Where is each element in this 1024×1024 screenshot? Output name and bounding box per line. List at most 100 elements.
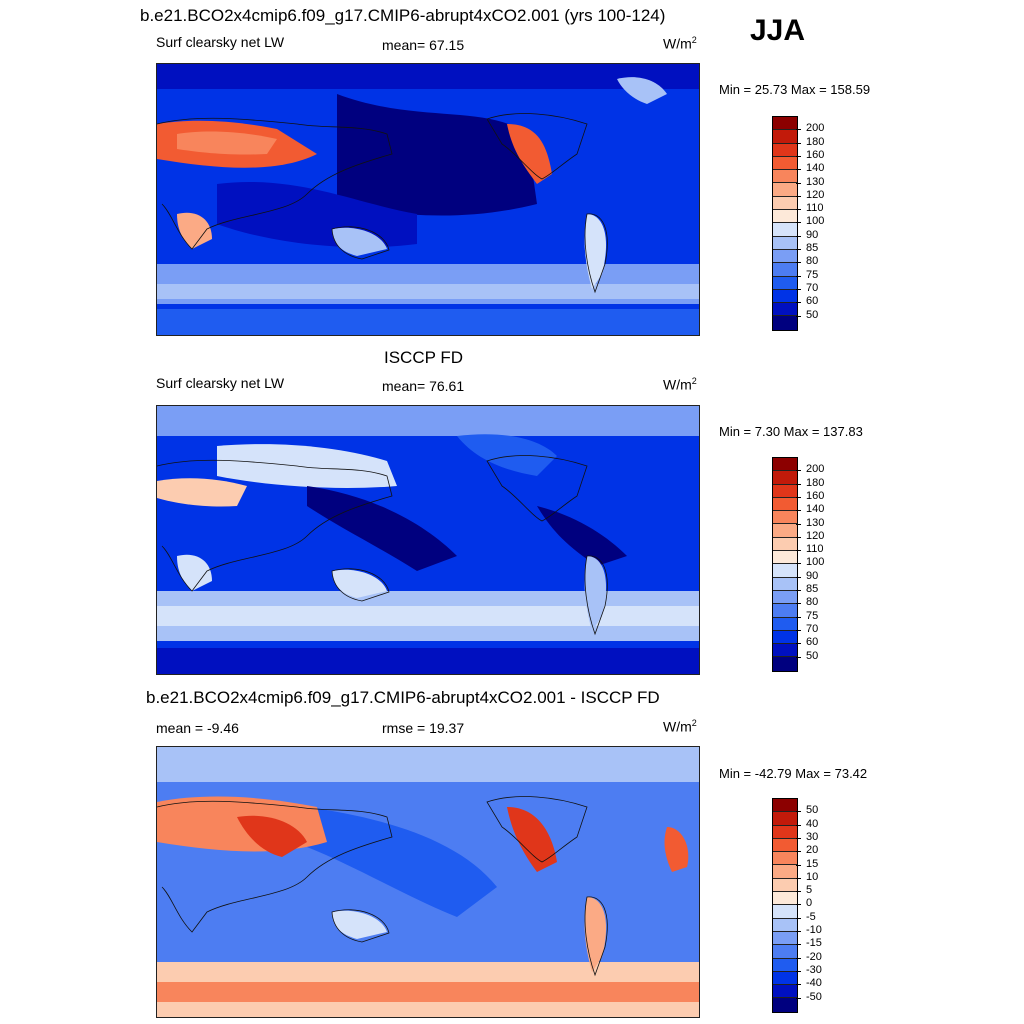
colorbar-tick-label: 0 xyxy=(806,897,813,910)
panel-1-map xyxy=(156,63,700,336)
colorbar-segment xyxy=(773,617,797,631)
colorbar-segment xyxy=(773,630,797,645)
south-asia-strong-positive xyxy=(237,815,307,857)
colorbar-tick-mark xyxy=(796,470,801,472)
panel-3-units: W/m2 xyxy=(663,718,697,735)
panel-3-minmax: Min = -42.79 Max = 73.42 xyxy=(719,766,868,781)
colorbar-tick-label: 60 xyxy=(806,295,819,308)
colorbar-tick-label: -15 xyxy=(806,937,822,950)
colorbar-tick-mark xyxy=(796,824,801,826)
colorbar-segment xyxy=(773,825,797,839)
colorbar-tick-mark xyxy=(796,249,801,250)
colorbar-tick-label: -10 xyxy=(806,924,822,936)
colorbar-tick-mark xyxy=(796,904,801,906)
colorbar-tick-label: 80 xyxy=(806,596,819,609)
colorbar-segment xyxy=(773,905,797,919)
colorbar-tick-mark xyxy=(796,970,801,972)
colorbar-segment xyxy=(773,878,797,893)
colorbar-tick-mark xyxy=(796,235,801,237)
antarctic-band xyxy=(157,309,699,335)
colorbar-segment xyxy=(773,156,797,171)
colorbar-tick-label: 120 xyxy=(806,188,825,201)
panel-2-units: W/m2 xyxy=(663,376,697,393)
south-america-region xyxy=(584,214,607,289)
colorbar-segment xyxy=(773,183,797,197)
australia-region xyxy=(332,227,387,256)
colorbar-tick-mark xyxy=(796,496,801,498)
colorbar-tick-label: 40 xyxy=(806,817,819,830)
colorbar-segment xyxy=(773,865,797,879)
panel-3-map-canvas xyxy=(157,747,699,1017)
colorbar-segment xyxy=(773,316,797,330)
colorbar-tick-mark xyxy=(796,984,801,986)
colorbar-tick-mark xyxy=(796,536,801,538)
colorbar-tick-mark xyxy=(796,523,801,525)
coastlines xyxy=(157,455,608,636)
colorbar-tick-mark xyxy=(796,195,801,197)
colorbar-tick-label: 5 xyxy=(806,884,813,897)
colorbar-tick-mark xyxy=(796,510,801,512)
south-africa-region xyxy=(177,554,212,591)
colorbar-segment xyxy=(773,289,797,304)
colorbar-segment xyxy=(773,971,797,986)
colorbar-tick-mark xyxy=(796,182,801,184)
panel-2-map xyxy=(156,405,700,675)
colorbar-tick-mark xyxy=(796,315,801,317)
colorbar-tick-label: 180 xyxy=(806,476,825,489)
colorbar-tick-label: 85 xyxy=(806,583,819,595)
southern-ocean-band-light xyxy=(157,606,699,626)
colorbar-tick-mark xyxy=(796,222,801,224)
east-pacific-low xyxy=(537,506,627,566)
north-america-strong-positive xyxy=(507,807,557,872)
colorbar-segment xyxy=(773,210,797,224)
colorbar-tick-label: -5 xyxy=(806,910,816,923)
colorbar-tick-label: 140 xyxy=(806,503,825,516)
colorbar-tick-mark xyxy=(796,957,801,959)
colorbar-segment xyxy=(773,143,797,157)
colorbar-tick-label: 70 xyxy=(806,281,819,294)
colorbar-segment xyxy=(773,564,797,578)
panel-2-map-canvas xyxy=(157,406,699,674)
colorbar-tick-label: 140 xyxy=(806,162,825,175)
north-america-hot xyxy=(507,124,552,184)
antarctic-band xyxy=(157,648,699,674)
colorbar-tick-label: 160 xyxy=(806,489,825,502)
south-america-positive xyxy=(584,897,607,972)
panel-1-mean-label: mean= 67.15 xyxy=(382,37,465,53)
colorbar-segment xyxy=(773,524,797,538)
colorbar-tick-mark xyxy=(796,275,801,277)
arctic-band xyxy=(157,406,699,436)
colorbar-tick-mark xyxy=(796,550,801,552)
colorbar-segment xyxy=(773,812,797,826)
colorbar-segment xyxy=(773,537,797,552)
colorbar-segment xyxy=(773,958,797,972)
panel-3-map xyxy=(156,746,700,1018)
colorbar-segment xyxy=(773,577,797,591)
panel-2-colorbar xyxy=(772,457,798,672)
panel-1-map-canvas xyxy=(157,64,699,335)
arctic-band xyxy=(157,64,699,89)
colorbar-tick-label: 75 xyxy=(806,609,819,622)
colorbar-segment xyxy=(773,458,797,472)
colorbar-segment xyxy=(773,657,797,671)
colorbar-tick-mark xyxy=(796,169,801,171)
colorbar-tick-label: 15 xyxy=(806,857,819,870)
australia-region xyxy=(332,910,387,939)
north-pacific-region xyxy=(457,434,557,476)
colorbar-tick-mark xyxy=(796,616,801,618)
colorbar-tick-label: 10 xyxy=(806,870,819,883)
colorbar-tick-label: 20 xyxy=(806,844,819,857)
panel-2-title: ISCCP FD xyxy=(384,348,464,367)
colorbar-segment xyxy=(773,249,797,264)
colorbar-tick-mark xyxy=(796,209,801,211)
colorbar-segment xyxy=(773,471,797,485)
colorbar-tick-mark xyxy=(796,155,801,157)
colorbar-tick-label: 60 xyxy=(806,636,819,649)
colorbar-tick-label: 130 xyxy=(806,175,825,188)
colorbar-tick-label: 130 xyxy=(806,516,825,529)
colorbar-segment xyxy=(773,303,797,317)
panel-3-rmse-label: rmse = 19.37 xyxy=(382,720,465,736)
colorbar-tick-label: 75 xyxy=(806,268,819,281)
colorbar-tick-label: 200 xyxy=(806,463,825,476)
colorbar-segment xyxy=(773,130,797,144)
